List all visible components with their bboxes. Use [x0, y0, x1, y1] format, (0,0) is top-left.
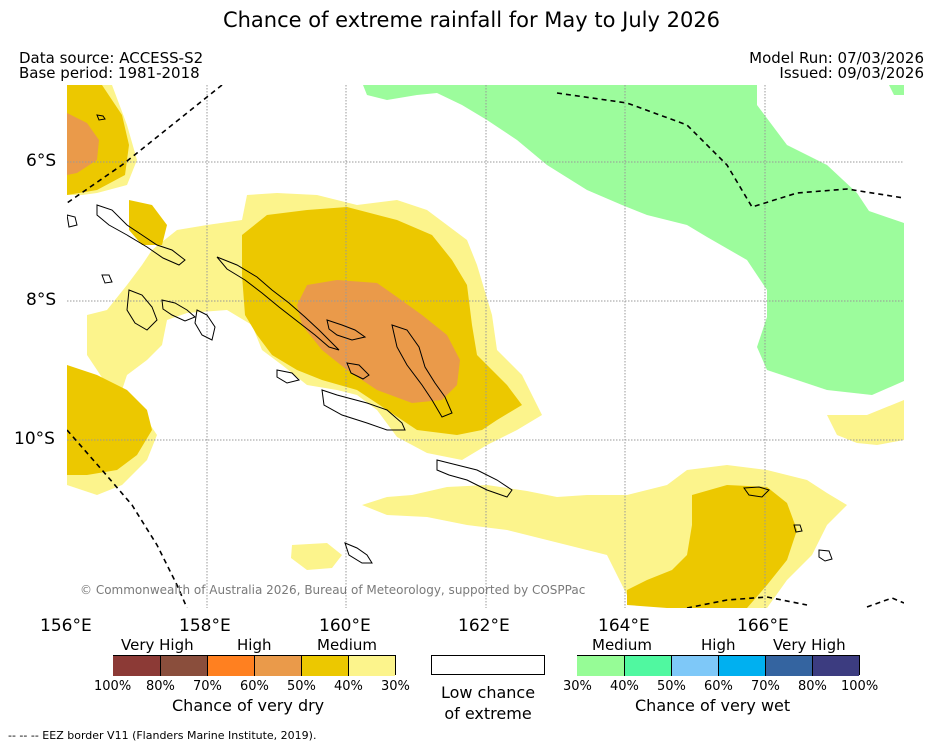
wet-legend-very-high: Very High [773, 636, 846, 654]
dry-tick-60: 60% [240, 679, 269, 694]
wet-colorbar [577, 655, 860, 676]
dry-tick-80: 80% [146, 679, 175, 694]
low-chance-caption-1: Low chance [440, 683, 536, 702]
lon-label-164e: 164°E [598, 616, 650, 636]
dry-swatch-4 [254, 656, 301, 676]
dry-legend-very-high: Very High [121, 636, 194, 654]
lon-label-160e: 160°E [319, 616, 371, 636]
eez-border [67, 85, 904, 608]
lat-label-8s: 8°S [26, 290, 57, 310]
dry-colorbar [113, 655, 396, 676]
dry-tick-30: 30% [381, 679, 410, 694]
dry-legend-caption: Chance of very dry [172, 696, 325, 715]
lon-label-162e: 162°E [458, 616, 510, 636]
lon-label-158e: 158°E [179, 616, 231, 636]
wet-legend-medium: Medium [592, 636, 652, 654]
model-run-label: Model Run: 07/03/2026 [749, 49, 924, 67]
data-source-label: Data source: ACCESS-S2 [19, 49, 204, 67]
copyright-text: © Commonwealth of Australia 2026, Bureau… [80, 583, 585, 597]
wet-tick-80: 80% [798, 679, 827, 694]
wet-swatch-5 [765, 656, 812, 676]
wet-tick-70: 70% [751, 679, 780, 694]
wet-tick-60: 60% [704, 679, 733, 694]
chart-title: Chance of extreme rainfall for May to Ju… [222, 8, 721, 32]
lon-label-156e: 156°E [40, 616, 92, 636]
wet-tick-40: 40% [610, 679, 639, 694]
wet-swatch-6 [812, 656, 859, 676]
eez-border-note: -- -- -- EEZ border V11 (Flanders Marine… [8, 729, 317, 742]
wet-swatch-3 [671, 656, 718, 676]
dry-legend-high: High [237, 636, 272, 654]
islands [67, 114, 833, 564]
wet-tick-100: 100% [841, 679, 879, 694]
wet-legend-high: High [701, 636, 736, 654]
issued-label: Issued: 09/03/2026 [779, 64, 924, 82]
lon-label-166e: 166°E [737, 616, 789, 636]
dry-tick-50: 50% [287, 679, 316, 694]
lat-label-10s: 10°S [14, 429, 55, 449]
wet-swatch-1 [577, 656, 624, 676]
dry-tick-40: 40% [334, 679, 363, 694]
dry-swatch-6 [348, 656, 395, 676]
low-chance-caption-2: of extreme [444, 704, 532, 723]
wet-region [363, 85, 904, 395]
dry-tick-100: 100% [94, 679, 132, 694]
dry-swatch-2 [160, 656, 207, 676]
dry-legend-medium: Medium [317, 636, 377, 654]
graticule [67, 85, 904, 608]
lat-label-6s: 6°S [26, 151, 57, 171]
dry-swatch-5 [301, 656, 348, 676]
wet-swatch-4 [718, 656, 765, 676]
low-chance-swatch [431, 655, 545, 675]
dry-tick-70: 70% [193, 679, 222, 694]
dry-high-region [67, 113, 460, 403]
rainfall-map: © Commonwealth of Australia 2026, Bureau… [67, 85, 904, 608]
wet-tick-50: 50% [657, 679, 686, 694]
dry-swatch-3 [207, 656, 254, 676]
dry-swatch-1 [113, 656, 160, 676]
base-period-label: Base period: 1981-2018 [19, 64, 200, 82]
wet-tick-30: 30% [563, 679, 592, 694]
wet-legend-caption: Chance of very wet [635, 696, 791, 715]
wet-swatch-2 [624, 656, 671, 676]
